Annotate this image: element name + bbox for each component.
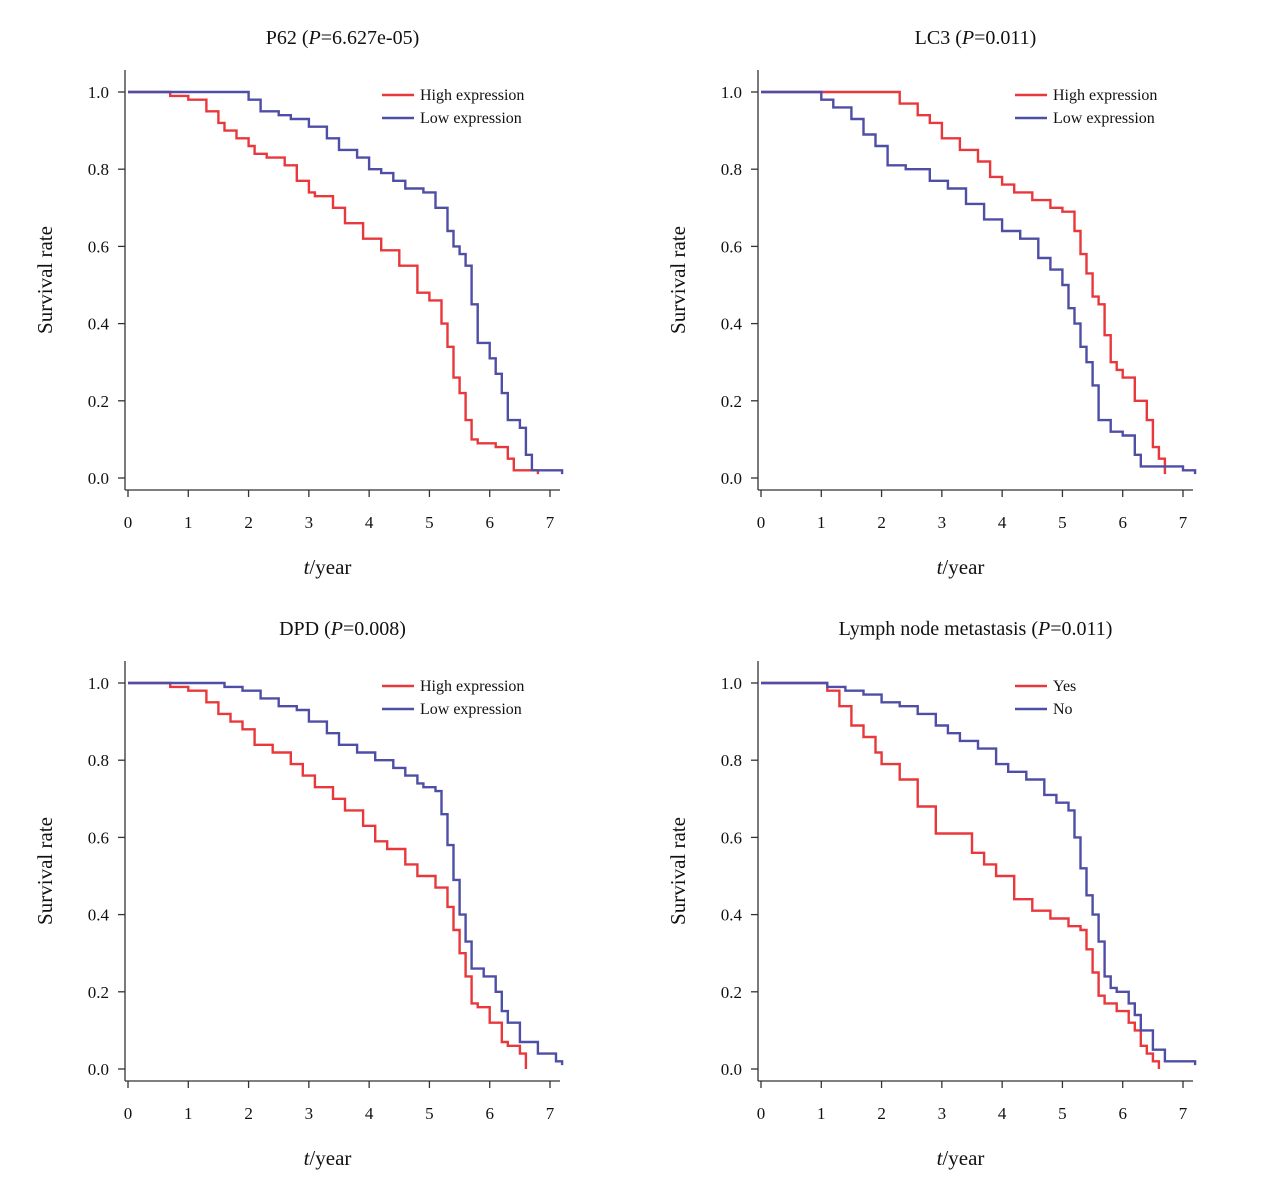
y-tick-label: 0.4 [88,906,110,925]
legend-label: Low expression [420,110,522,127]
legend-label: Yes [1053,678,1076,695]
y-tick-label: 0.0 [721,469,742,488]
x-tick-label: 1 [184,513,193,532]
y-tick-label: 1.0 [88,83,109,102]
chart-svg: Lymph node metastasis (P=0.011) 0.0 0.2 0.4… [666,618,1197,1170]
y-axis-title: Survival rate [33,226,57,334]
y-tick-label: 0.6 [721,828,742,847]
series-line-blue [761,90,1197,475]
y-tick-label: 0.6 [88,237,109,256]
x-tick-label: 3 [305,513,314,532]
x-tick-label: 6 [485,1104,494,1123]
x-tick-label: 3 [305,1104,314,1123]
x-tick-label: 5 [425,1104,434,1123]
x-tick-label: 5 [425,513,434,532]
x-tick-label: 3 [938,513,947,532]
x-tick-label: 7 [1179,1104,1188,1123]
y-tick-label: 0.0 [88,1060,109,1079]
legend-label: High expression [420,678,524,695]
y-tick-label: 0.2 [88,392,109,411]
x-tick-label: 2 [244,1104,253,1123]
y-tick-label: 0.2 [721,983,742,1002]
x-tick-label: 2 [877,1104,886,1123]
y-tick-label: 1.0 [88,674,109,693]
x-tick-label: 4 [998,1104,1007,1123]
y-axis-title: Survival rate [666,226,690,334]
x-tick-label: 4 [365,513,374,532]
y-tick-label: 0.6 [88,828,109,847]
chart-title: Lymph node metastasis (P=0.011) [839,618,1113,640]
y-tick-label: 0.8 [88,751,109,770]
x-axis-title: t/year [304,555,352,579]
x-axis-title: t/year [937,1146,985,1170]
chart-svg: LC3 (P=0.011) 0.0 0.2 0.4 0.6 0.8 1.0 0 1 2 3 4 5 6 7 t… [666,27,1197,579]
km-chart-dpd: DPD (P=0.008) 0.0 0.2 0.4 0.6 0.8 1.0 0 1 2 3 4 5 6 7 t… [0,591,633,1182]
y-tick-label: 0.0 [721,1060,742,1079]
series-line-red [761,90,1167,475]
y-axis-title: Survival rate [33,817,57,925]
y-tick-label: 0.2 [721,392,742,411]
legend-label: High expression [420,87,524,104]
x-tick-label: 6 [1118,1104,1127,1123]
y-tick-label: 1.0 [721,83,742,102]
series-line-red [128,90,540,475]
y-tick-label: 0.8 [721,160,742,179]
y-tick-label: 0.6 [721,237,742,256]
series-line-red [128,681,528,1069]
x-tick-label: 2 [244,513,253,532]
legend-label: Low expression [1053,110,1155,127]
y-tick-label: 0.2 [88,983,109,1002]
x-tick-label: 0 [757,513,766,532]
series-line-blue [128,90,564,475]
legend-label: Low expression [420,701,522,718]
x-tick-label: 2 [877,513,886,532]
y-tick-label: 1.0 [721,674,742,693]
series-line-red [761,681,1161,1069]
x-tick-label: 7 [1179,513,1188,532]
x-axis-title: t/year [937,555,985,579]
chart-title: P62 (P=6.627e-05) [266,27,420,49]
x-tick-label: 4 [365,1104,374,1123]
y-tick-label: 0.8 [721,751,742,770]
legend-label: No [1053,701,1073,718]
y-axis-title: Survival rate [666,817,690,925]
x-tick-label: 1 [817,513,826,532]
series-line-blue [128,681,564,1066]
y-tick-label: 0.4 [88,315,110,334]
chart-svg: P62 (P=6.627e-05) 0.0 0.2 0.4 0.6 0.8 1.0 0 1 2 3 4… [33,27,564,579]
x-tick-label: 0 [124,513,133,532]
x-tick-label: 0 [757,1104,766,1123]
legend-label: High expression [1053,87,1157,104]
y-tick-label: 0.8 [88,160,109,179]
series-line-blue [761,681,1197,1066]
x-tick-label: 6 [485,513,494,532]
km-chart-p62: P62 (P=6.627e-05) 0.0 0.2 0.4 0.6 0.8 1.0 0 1 2 3 4… [0,0,633,591]
x-tick-label: 4 [998,513,1007,532]
y-tick-label: 0.4 [721,906,743,925]
x-tick-label: 1 [184,1104,193,1123]
chart-svg: DPD (P=0.008) 0.0 0.2 0.4 0.6 0.8 1.0 0 1 2 3 4 5 6 7 t… [33,618,564,1170]
x-tick-label: 1 [817,1104,826,1123]
x-tick-label: 5 [1058,1104,1067,1123]
x-tick-label: 5 [1058,513,1067,532]
km-chart-lc3: LC3 (P=0.011) 0.0 0.2 0.4 0.6 0.8 1.0 0 1 2 3 4 5 6 7 t… [633,0,1266,591]
chart-title: LC3 (P=0.011) [915,27,1037,49]
x-axis-title: t/year [304,1146,352,1170]
x-tick-label: 3 [938,1104,947,1123]
y-tick-label: 0.4 [721,315,743,334]
x-tick-label: 7 [546,513,555,532]
x-tick-label: 0 [124,1104,133,1123]
km-chart-lymph-node-metastasis: Lymph node metastasis (P=0.011) 0.0 0.2 0.4… [633,591,1266,1182]
chart-title: DPD (P=0.008) [279,618,406,640]
x-tick-label: 7 [546,1104,555,1123]
x-tick-label: 6 [1118,513,1127,532]
y-tick-label: 0.0 [88,469,109,488]
